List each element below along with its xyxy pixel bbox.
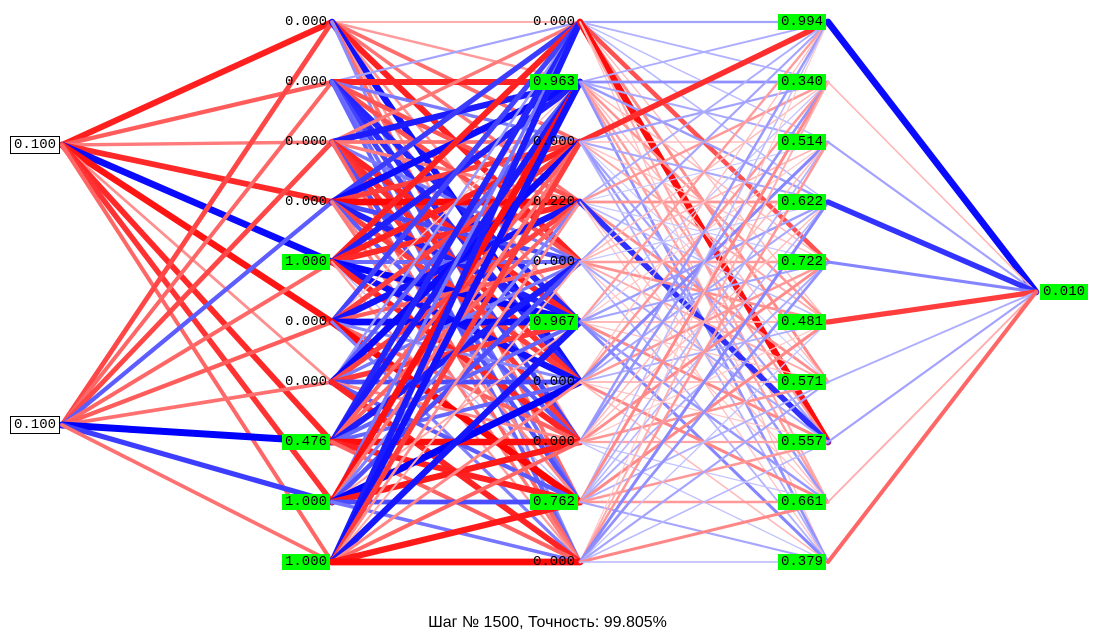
node-label-hidden2-2: 0.000 [530, 134, 578, 150]
node-label-hidden2-3: 0.220 [530, 194, 578, 210]
node-label-hidden3-1: 0.340 [778, 74, 826, 90]
node-label-hidden2-5: 0.967 [530, 314, 578, 330]
node-label-hidden2-9: 0.000 [530, 554, 578, 570]
node-label-hidden3-7: 0.557 [778, 434, 826, 450]
node-label-hidden2-1: 0.963 [530, 74, 578, 90]
node-label-input-0: 0.100 [10, 136, 60, 154]
node-label-hidden1-2: 0.000 [282, 134, 330, 150]
node-label-hidden2-0: 0.000 [530, 14, 578, 30]
node-label-output-0: 0.010 [1040, 284, 1088, 300]
node-label-hidden2-6: 0.000 [530, 374, 578, 390]
edge-l3-l4 [828, 292, 1036, 322]
caption: Шаг № 1500, Точность: 99.805% [0, 614, 1095, 632]
node-label-hidden1-0: 0.000 [282, 14, 330, 30]
node-label-hidden1-4: 1.000 [282, 254, 330, 270]
edge-l3-l4 [828, 292, 1036, 442]
node-label-hidden3-6: 0.571 [778, 374, 826, 390]
edge-l3-l4 [828, 82, 1036, 292]
edge-l3-l4 [828, 22, 1036, 292]
node-label-hidden1-1: 0.000 [282, 74, 330, 90]
edge-l3-l4 [828, 292, 1036, 502]
edge-l3-l4 [828, 292, 1036, 562]
node-label-hidden3-0: 0.994 [778, 14, 826, 30]
node-label-hidden3-2: 0.514 [778, 134, 826, 150]
node-label-hidden1-3: 0.000 [282, 194, 330, 210]
node-label-hidden1-8: 1.000 [282, 494, 330, 510]
node-label-hidden3-8: 0.661 [778, 494, 826, 510]
nn-diagram: 0.100 0.100 0.000 0.000 0.000 0.000 1.000 0.000… [0, 0, 1095, 637]
node-label-hidden1-7: 0.476 [282, 434, 330, 450]
node-label-input-1: 0.100 [10, 416, 60, 434]
node-label-hidden2-4: 0.000 [530, 254, 578, 270]
node-label-hidden1-6: 0.000 [282, 374, 330, 390]
node-label-hidden3-4: 0.722 [778, 254, 826, 270]
node-label-hidden3-5: 0.481 [778, 314, 826, 330]
node-label-hidden1-9: 1.000 [282, 554, 330, 570]
node-label-hidden1-5: 0.000 [282, 314, 330, 330]
node-label-hidden2-8: 0.762 [530, 494, 578, 510]
node-label-hidden2-7: 0.000 [530, 434, 578, 450]
node-label-hidden3-3: 0.622 [778, 194, 826, 210]
node-label-hidden3-9: 0.379 [778, 554, 826, 570]
